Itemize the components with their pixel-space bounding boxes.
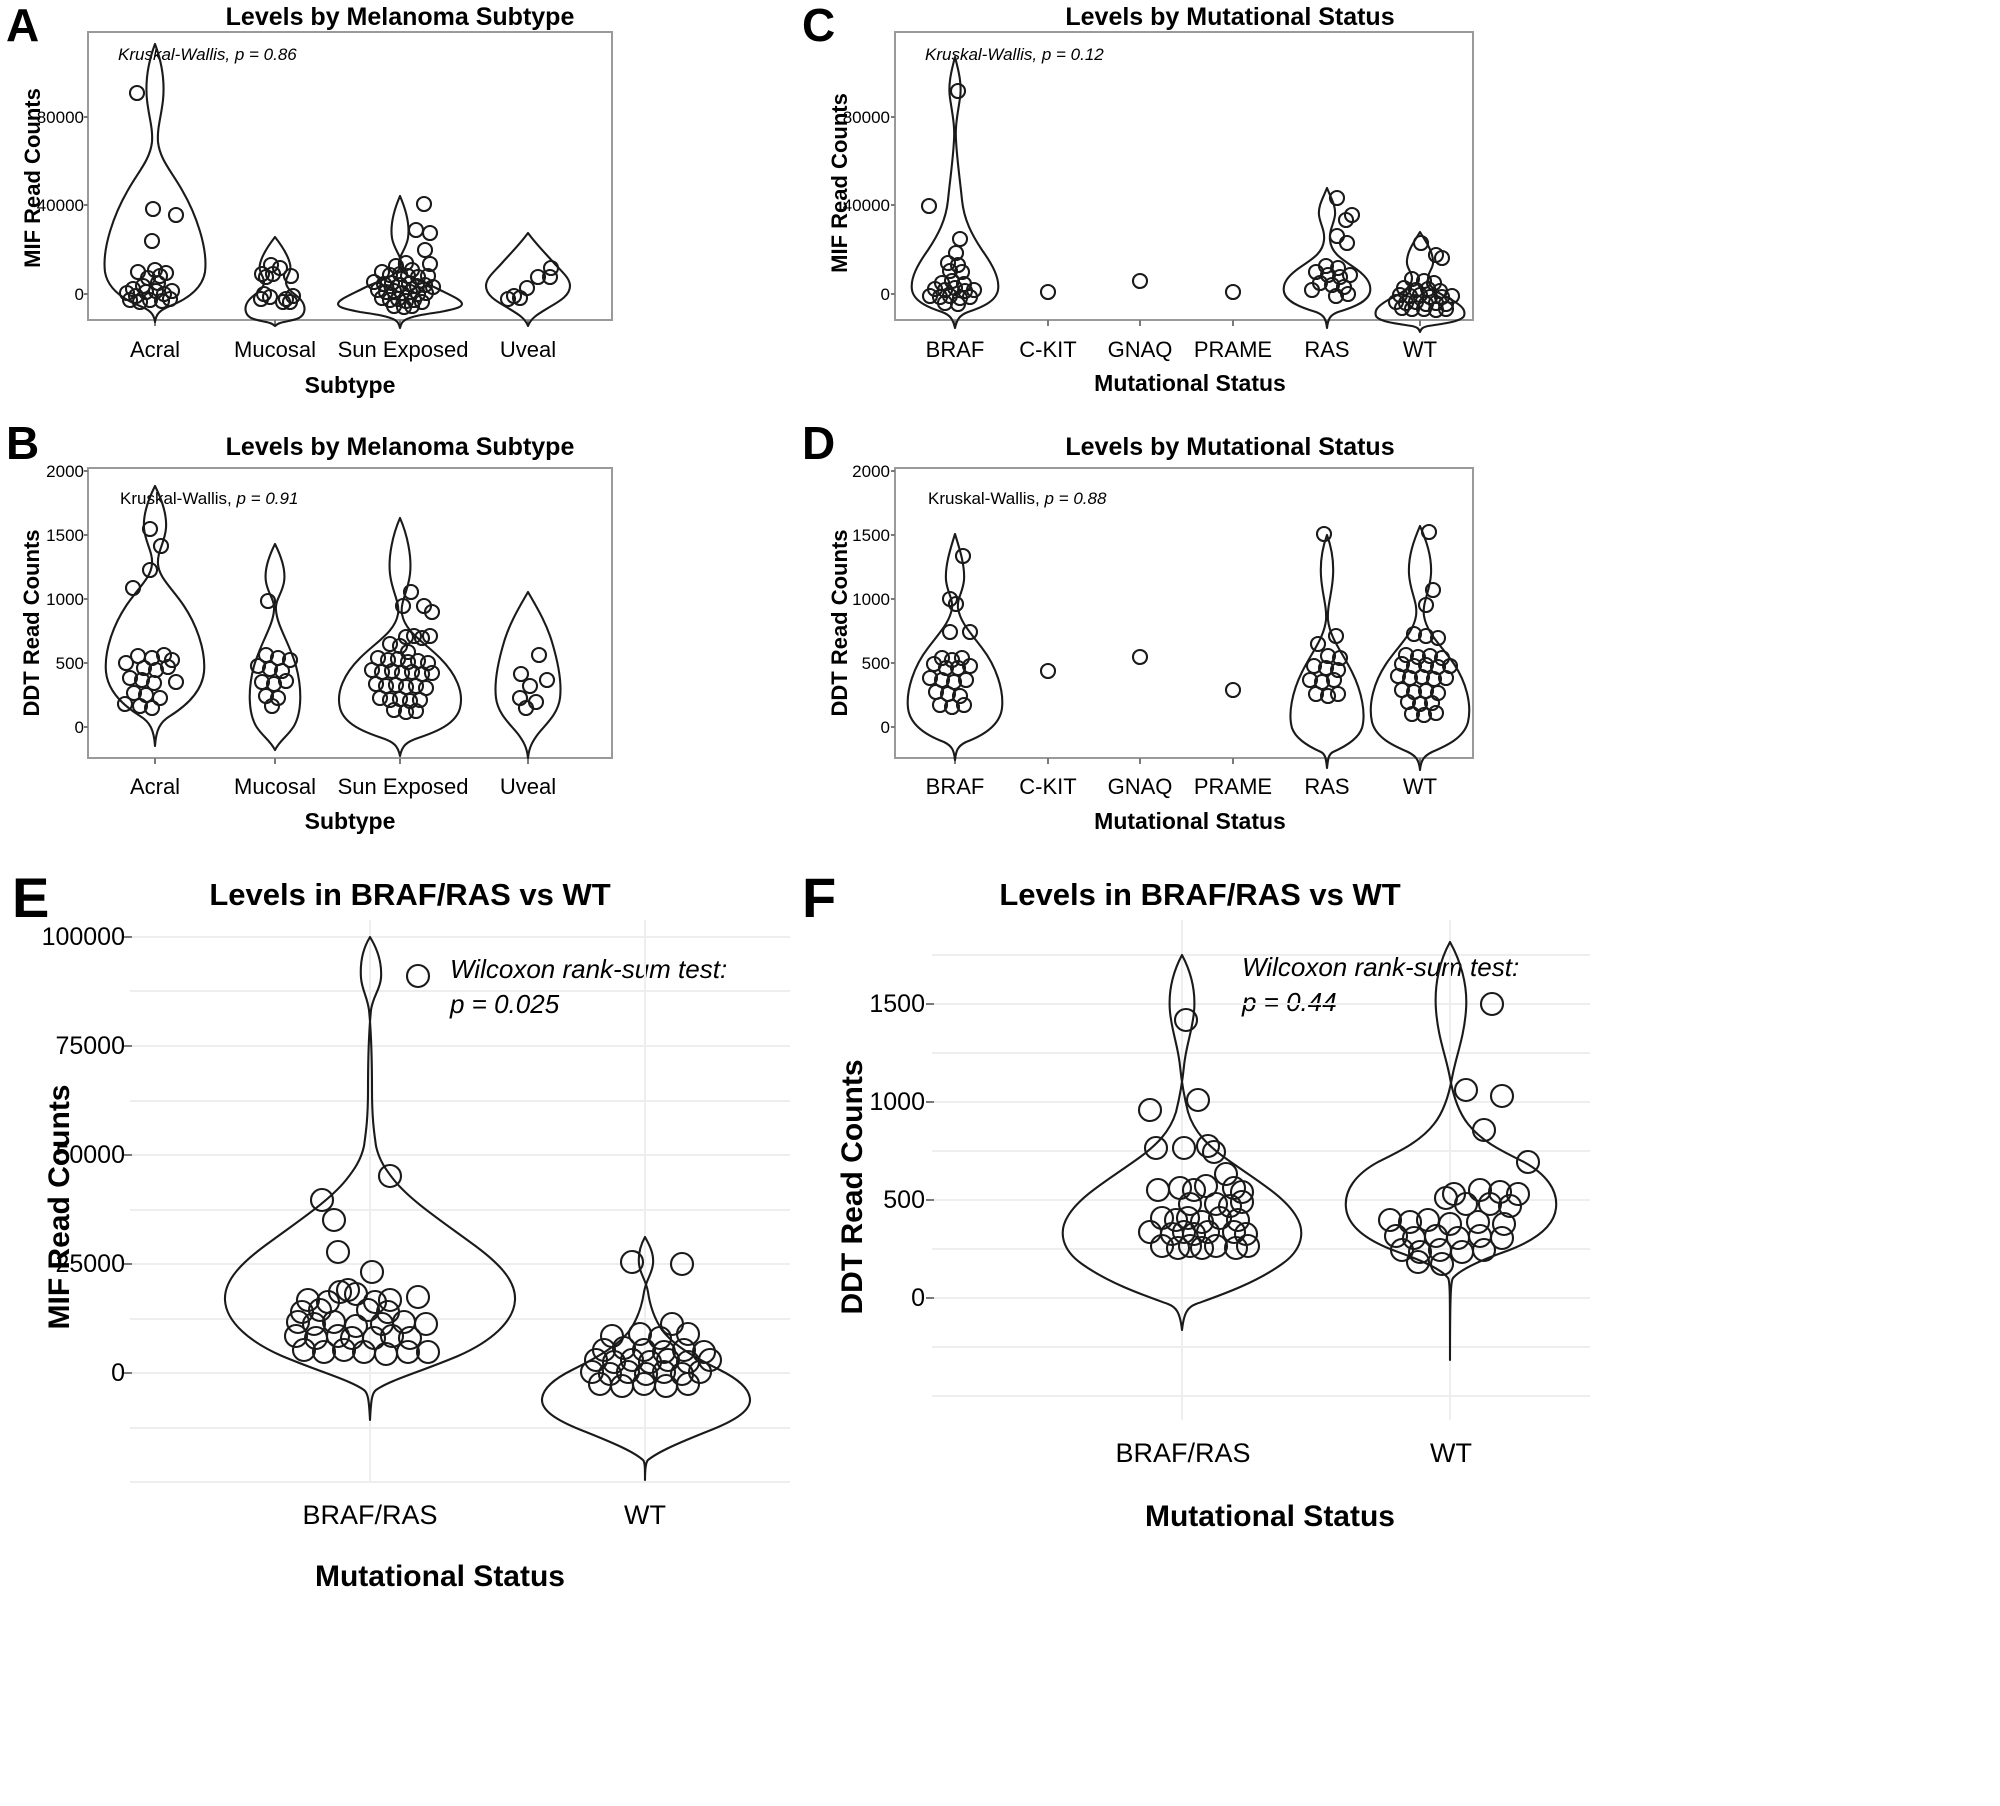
- panel-a-letter: A: [6, 0, 40, 51]
- panel-f: F Levels in BRAF/RAS vs WT DDT Read Coun…: [790, 860, 1600, 1806]
- panel-d-ytick-1500: 1500: [852, 526, 890, 545]
- panel-c-ytick-40000: 40000: [842, 196, 890, 215]
- panel-e-ytick-25000: 25000: [55, 1250, 125, 1278]
- panel-d-stat-prefix: Kruskal-Wallis,: [928, 489, 1045, 508]
- panel-d-ytick-1000: 1000: [852, 590, 890, 609]
- panel-b-ytick-500: 500: [55, 654, 84, 673]
- panel-a-ytick-40000: 40000: [36, 196, 84, 215]
- panel-f-ytick-0: 0: [911, 1284, 925, 1312]
- panel-e-ytick-100000: 100000: [41, 923, 125, 951]
- panel-c-cat-ras: RAS: [1304, 337, 1350, 362]
- panel-d-ytick-500: 500: [861, 654, 890, 673]
- panel-a-ytick-0: 0: [74, 285, 84, 304]
- panel-f-stat-line1: Wilcoxon rank-sum test:: [1242, 952, 1520, 982]
- panel-b-x-axis-label: Subtype: [304, 808, 396, 834]
- panel-b-cat-acral: Acral: [129, 774, 181, 799]
- panel-c-letter: C: [802, 0, 836, 51]
- panel-f-cat-braf-ras: BRAF/RAS: [1115, 1438, 1251, 1468]
- panel-e-ytick-50000: 50000: [55, 1141, 125, 1169]
- panel-d-letter: D: [802, 417, 836, 469]
- panel-e-ytick-0: 0: [111, 1359, 125, 1387]
- panel-b-title: Levels by Melanoma Subtype: [225, 433, 575, 461]
- panel-b-plot: [84, 467, 613, 764]
- panel-e-stat-annotation: Wilcoxon rank-sum test: p = 0.025: [450, 952, 727, 1022]
- panel-b: B Levels by Melanoma Subtype DDT Read Co…: [0, 410, 800, 834]
- panel-d-cat-ckit: C-KIT: [1019, 774, 1077, 799]
- panel-a-cat-uveal: Uveal: [499, 337, 557, 362]
- panel-d-ytick-2000: 2000: [852, 462, 890, 481]
- panel-f-plot: [926, 920, 1590, 1420]
- panel-b-cat-uveal: Uveal: [499, 774, 557, 799]
- panel-a-ytick-80000: 80000: [36, 108, 84, 127]
- panel-d-cat-wt: WT: [1402, 774, 1438, 799]
- panel-a-stat-prefix: Kruskal-Wallis,: [118, 45, 235, 64]
- panel-d: D Levels by Mutational Status DDT Read C…: [790, 410, 1600, 834]
- panel-a-plot: [84, 31, 613, 330]
- panel-c-cat-ckit: C-KIT: [1019, 337, 1077, 362]
- panel-a: A Levels by Melanoma Subtype MIF Read Co…: [0, 0, 800, 400]
- panel-d-stat-annotation: Kruskal-Wallis, p = 0.88: [928, 488, 1106, 511]
- panel-c-cat-prame: PRAME: [1193, 337, 1273, 362]
- panel-c-cat-braf: BRAF: [925, 337, 985, 362]
- panel-c-ytick-0: 0: [880, 285, 890, 304]
- panel-f-letter: F: [802, 866, 837, 929]
- panel-b-cat-sun-exposed: Sun Exposed: [337, 774, 469, 799]
- panel-a-x-axis-label: Subtype: [304, 372, 396, 398]
- panel-c-stat-annotation: Kruskal-Wallis, p = 0.12: [925, 44, 1104, 67]
- panel-f-ytick-500: 500: [883, 1186, 925, 1214]
- panel-e-stat-line2: p = 0.025: [450, 989, 560, 1020]
- panel-e-ytick-75000: 75000: [55, 1032, 125, 1060]
- panel-b-ytick-1500: 1500: [46, 526, 84, 545]
- panel-d-stat-p: p = 0.88: [1044, 489, 1107, 508]
- panel-d-plot: [891, 467, 1474, 772]
- panel-f-cat-wt: WT: [1430, 1438, 1472, 1468]
- panel-f-stat-annotation: Wilcoxon rank-sum test: p = 0.44: [1242, 950, 1519, 1020]
- panel-e-title: Levels in BRAF/RAS vs WT: [209, 877, 611, 912]
- panel-e-x-axis-label: Mutational Status: [314, 1560, 565, 1593]
- panel-b-ytick-2000: 2000: [46, 462, 84, 481]
- panel-b-ytick-1000: 1000: [46, 590, 84, 609]
- panel-f-stat-line2: p = 0.44: [1242, 987, 1337, 1018]
- panel-e-stat-line1: Wilcoxon rank-sum test:: [450, 954, 728, 984]
- panel-b-ytick-0: 0: [74, 718, 84, 737]
- panel-c: C Levels by Mutational Status MIF Read C…: [790, 0, 1600, 400]
- panel-c-cat-wt: WT: [1402, 337, 1438, 362]
- panel-c-stat-prefix: Kruskal-Wallis,: [925, 45, 1042, 64]
- panel-f-x-axis-label: Mutational Status: [1144, 1500, 1395, 1533]
- panel-d-cat-prame: PRAME: [1193, 774, 1273, 799]
- panel-a-cat-mucosal: Mucosal: [234, 337, 316, 362]
- panel-c-ytick-80000: 80000: [842, 108, 890, 127]
- panel-e-letter: E: [12, 866, 50, 929]
- panel-f-ytick-1500: 1500: [869, 990, 925, 1018]
- panel-a-stat-p: p = 0.86: [234, 45, 297, 64]
- panel-d-title: Levels by Mutational Status: [1065, 433, 1395, 461]
- panel-a-title: Levels by Melanoma Subtype: [225, 3, 575, 31]
- panel-c-plot: [891, 31, 1474, 334]
- panel-a-stat-annotation: Kruskal-Wallis, p = 0.86: [118, 44, 297, 67]
- panel-b-cat-mucosal: Mucosal: [234, 774, 316, 799]
- panel-f-title: Levels in BRAF/RAS vs WT: [999, 877, 1401, 912]
- panel-d-cat-braf: BRAF: [925, 774, 985, 799]
- panel-e: E Levels in BRAF/RAS vs WT MIF Read Coun…: [0, 860, 800, 1806]
- panel-d-ytick-0: 0: [880, 718, 890, 737]
- panel-d-x-axis-label: Mutational Status: [1094, 808, 1286, 834]
- panel-e-cat-wt: WT: [624, 1500, 666, 1530]
- panel-a-cat-acral: Acral: [129, 337, 181, 362]
- panel-e-cat-braf-ras: BRAF/RAS: [302, 1500, 438, 1530]
- panel-d-cat-gnaq: GNAQ: [1107, 774, 1173, 799]
- panel-c-cat-gnaq: GNAQ: [1107, 337, 1173, 362]
- panel-d-cat-ras: RAS: [1304, 774, 1350, 799]
- panel-a-cat-sun-exposed: Sun Exposed: [337, 337, 469, 362]
- panel-f-ytick-1000: 1000: [869, 1088, 925, 1116]
- panel-e-plot: [124, 920, 790, 1483]
- panel-c-title: Levels by Mutational Status: [1065, 3, 1395, 31]
- panel-b-stat-p: p = 0.91: [236, 489, 299, 508]
- panel-b-letter: B: [6, 417, 40, 469]
- panel-c-x-axis-label: Mutational Status: [1094, 370, 1286, 396]
- panel-c-stat-p: p = 0.12: [1041, 45, 1104, 64]
